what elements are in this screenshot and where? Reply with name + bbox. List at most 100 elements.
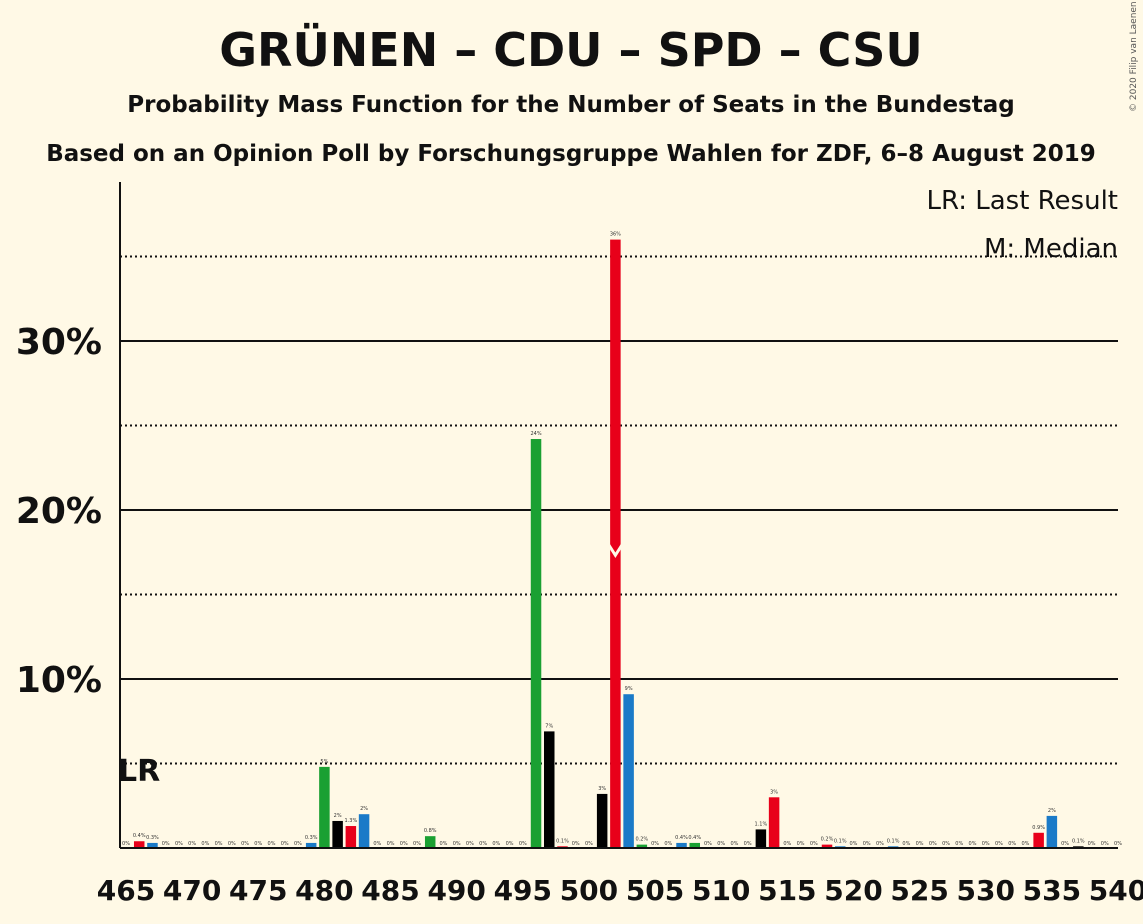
bar-496: [530, 439, 542, 848]
bar-479: [305, 842, 317, 848]
data-label-532: 0%: [1008, 841, 1016, 847]
data-label-515: 0%: [783, 841, 791, 847]
data-label-534: 0.9%: [1032, 825, 1045, 831]
x-tick-label-525: 525: [890, 874, 948, 907]
data-label-493: 0%: [492, 841, 500, 847]
data-label-539: 0%: [1101, 841, 1109, 847]
x-tick-label-530: 530: [957, 874, 1015, 907]
x-tick-label-480: 480: [295, 874, 353, 907]
data-label-472: 0%: [215, 841, 223, 847]
x-tick-label-505: 505: [626, 874, 684, 907]
data-label-522: 0%: [876, 841, 884, 847]
bar-507: [676, 842, 687, 848]
data-label-485: 0%: [387, 841, 395, 847]
x-tick-label-495: 495: [494, 874, 552, 907]
data-label-507: 0.4%: [675, 835, 688, 841]
data-label-538: 0%: [1088, 841, 1096, 847]
data-label-502: 36%: [610, 232, 621, 238]
data-label-469: 0%: [175, 841, 183, 847]
x-tick-label-475: 475: [229, 874, 287, 907]
y-axis-ticks: 10% 20% 30%: [16, 322, 102, 701]
data-label-498: 0.1%: [556, 838, 569, 844]
data-label-536: 0%: [1061, 841, 1069, 847]
data-label-531: 0%: [995, 841, 1003, 847]
data-label-504: 0.2%: [635, 837, 648, 843]
chart-subtitle-poll: Based on an Opinion Poll by Forschungsgr…: [46, 141, 1096, 167]
data-label-535: 2%: [1048, 808, 1056, 814]
x-tick-label-485: 485: [361, 874, 419, 907]
data-label-516: 0%: [797, 841, 805, 847]
y-tick-label-30: 30%: [16, 322, 102, 363]
y-tick-label-20: 20%: [16, 491, 102, 532]
x-tick-label-465: 465: [97, 874, 155, 907]
data-label-513: 1.1%: [755, 821, 768, 827]
data-label-530: 0%: [982, 841, 990, 847]
data-label-506: 0%: [664, 841, 672, 847]
data-label-511: 0%: [730, 841, 738, 847]
data-label-490: 0%: [453, 841, 461, 847]
bar-508: [689, 842, 700, 848]
data-label-465: 0%: [122, 841, 130, 847]
x-tick-label-470: 470: [163, 874, 221, 907]
copyright-text: © 2020 Filip van Laenen: [1129, 1, 1139, 112]
bar-497: [544, 731, 555, 848]
data-label-481: 2%: [334, 813, 342, 819]
data-label-497: 7%: [545, 723, 553, 729]
bar-534: [1033, 832, 1044, 848]
data-label-510: 0%: [717, 841, 725, 847]
data-label-537: 0.1%: [1072, 838, 1085, 844]
bar-480: [319, 766, 330, 848]
data-label-508: 0.4%: [688, 835, 701, 841]
bar-502: [610, 239, 621, 849]
bar-513: [755, 829, 767, 848]
last-result-label: LR: [118, 754, 160, 789]
data-label-533: 0%: [1021, 841, 1029, 847]
data-label-509: 0%: [704, 841, 712, 847]
bar-535: [1046, 815, 1058, 848]
x-tick-label-500: 500: [560, 874, 618, 907]
x-tick-label-520: 520: [824, 874, 882, 907]
data-label-494: 0%: [506, 841, 514, 847]
bar-466: [133, 841, 145, 848]
data-label-466: 0.4%: [133, 833, 146, 839]
bar-488: [424, 836, 436, 848]
data-label-500: 0%: [585, 841, 593, 847]
data-label-471: 0%: [201, 841, 209, 847]
data-label-491: 0%: [466, 841, 474, 847]
data-label-519: 0.1%: [834, 838, 847, 844]
data-label-503: 9%: [625, 686, 633, 692]
data-label-499: 0%: [572, 841, 580, 847]
data-label-483: 2%: [360, 806, 368, 812]
bar-481: [332, 820, 343, 848]
x-tick-label-535: 535: [1023, 874, 1081, 907]
data-label-514: 3%: [770, 789, 778, 795]
data-label-527: 0%: [942, 841, 950, 847]
data-label-470: 0%: [188, 841, 196, 847]
bar-501: [596, 793, 608, 848]
data-label-482: 1.3%: [345, 818, 358, 824]
data-label-475: 0%: [254, 841, 262, 847]
legend-median: M: Median: [984, 234, 1118, 264]
x-tick-label-490: 490: [427, 874, 485, 907]
data-label-488: 0.8%: [424, 828, 437, 834]
data-label-524: 0%: [902, 841, 910, 847]
data-label-476: 0%: [268, 841, 276, 847]
data-label-474: 0%: [241, 841, 249, 847]
data-label-492: 0%: [479, 841, 487, 847]
data-label-486: 0%: [400, 841, 408, 847]
bar-503: [623, 694, 634, 848]
data-label-528: 0%: [955, 841, 963, 847]
data-label-517: 0%: [810, 841, 818, 847]
data-label-523: 0.1%: [887, 838, 900, 844]
data-labels: 0%0.4% 0.3%0% 0% 0% 0% 0% 0% 0% 0% 0% 0% 0%0.3%5%2%…: [118, 232, 1122, 847]
data-label-525: 0%: [916, 841, 924, 847]
data-label-512: 0%: [744, 841, 752, 847]
bar-482: [345, 826, 357, 848]
data-label-521: 0%: [863, 841, 871, 847]
x-axis-ticks: 465 470 475 480 485 490 495 500 505 510 515 520 525 5…: [97, 874, 1143, 907]
data-label-529: 0%: [969, 841, 977, 847]
x-tick-label-515: 515: [758, 874, 816, 907]
median-marker: [607, 543, 624, 559]
data-label-518: 0.2%: [821, 837, 834, 843]
